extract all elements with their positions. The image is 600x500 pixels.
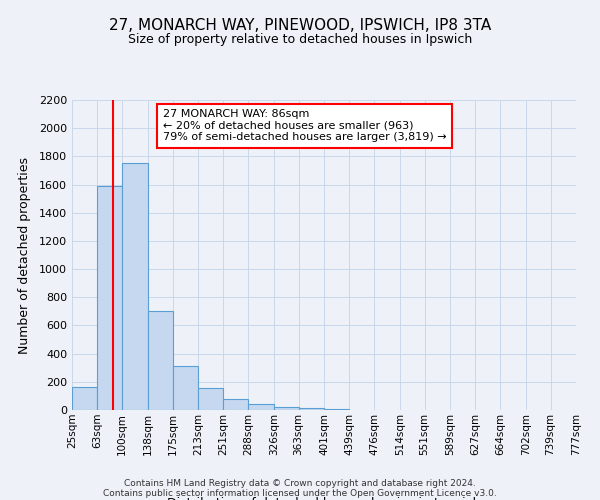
Bar [299,408,324,410]
Bar [248,404,274,410]
Bar [173,366,198,410]
Text: Contains HM Land Registry data © Crown copyright and database right 2024.: Contains HM Land Registry data © Crown c… [124,478,476,488]
Bar [97,186,122,410]
X-axis label: Distribution of detached houses by size in Ipswich: Distribution of detached houses by size … [167,496,481,500]
Text: 27, MONARCH WAY, PINEWOOD, IPSWICH, IP8 3TA: 27, MONARCH WAY, PINEWOOD, IPSWICH, IP8 … [109,18,491,32]
Bar [72,388,97,410]
Text: Size of property relative to detached houses in Ipswich: Size of property relative to detached ho… [128,32,472,46]
Bar [274,407,299,410]
Text: Contains public sector information licensed under the Open Government Licence v3: Contains public sector information licen… [103,488,497,498]
Bar [198,388,223,410]
Bar [148,312,173,410]
Bar [223,398,248,410]
Y-axis label: Number of detached properties: Number of detached properties [17,156,31,354]
Bar [122,164,148,410]
Text: 27 MONARCH WAY: 86sqm
← 20% of detached houses are smaller (963)
79% of semi-det: 27 MONARCH WAY: 86sqm ← 20% of detached … [163,110,446,142]
